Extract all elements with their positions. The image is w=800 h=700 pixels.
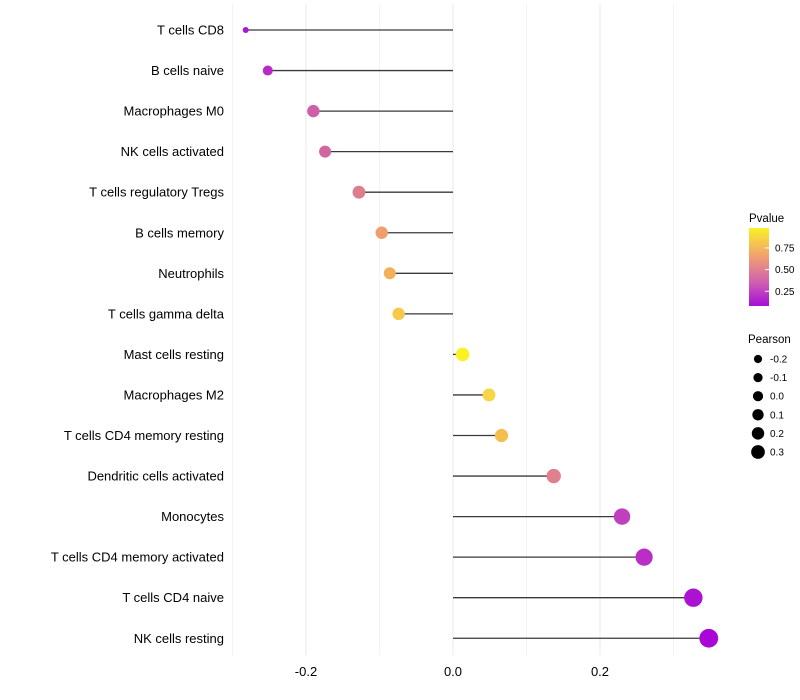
size-legend-key-label: 0.3 [770,448,784,459]
y-axis-label: NK cells activated [121,144,224,159]
size-legend-key-dot [753,354,763,364]
size-legend-title: Pearson [748,334,791,346]
y-axis-label: B cells naive [151,63,224,78]
size-legend-key-label: 0.1 [770,410,784,421]
x-axis-tick-label: 0.0 [444,664,462,679]
size-legend-key-label: -0.1 [770,373,788,384]
size-legend-key-dot [751,445,765,459]
y-axis-label: T cells gamma delta [108,306,225,321]
lollipop-point[interactable] [262,65,273,76]
size-legend: Pearson -0.2 -0.1 0.0 0.1 0.2 0.3 [748,334,791,459]
color-legend-title: Pvalue [749,213,784,225]
x-axis-tick-labels: -0.2 0.0 0.2 [295,664,609,679]
lollipop-point[interactable] [635,548,653,566]
size-legend-key-label: -0.2 [770,355,788,366]
lollipop-point[interactable] [455,347,470,362]
lollipop-points[interactable] [242,27,719,648]
gridlines-major [305,4,601,655]
color-legend-gradient-bar [749,228,769,306]
size-legend-keys: -0.2 -0.1 0.0 0.1 0.2 0.3 [751,355,788,459]
y-axis-label: Dendritic cells activated [87,469,224,484]
lollipop-segments [245,29,709,639]
size-legend-key-label: 0.2 [770,429,784,440]
x-axis-tick-label: -0.2 [295,664,317,679]
y-axis-label: Macrophages M0 [124,104,224,119]
lollipop-point[interactable] [375,226,388,239]
y-axis-label: T cells regulatory Tregs [89,185,224,200]
y-axis-label: Macrophages M2 [124,387,224,402]
y-axis-label: B cells memory [135,225,224,240]
y-axis-label: NK cells resting [134,631,224,646]
lollipop-point[interactable] [494,428,509,443]
y-axis-label: T cells CD4 memory activated [51,550,224,565]
lollipop-point[interactable] [684,588,703,607]
lollipop-point[interactable] [242,27,249,33]
y-axis-label: Neutrophils [158,266,224,281]
size-legend-key-dot [752,391,764,402]
lollipop-point[interactable] [383,267,396,280]
y-axis-label: T cells CD8 [157,23,224,38]
size-legend-key-label: 0.0 [770,392,784,403]
size-legend-key-dot [752,409,764,421]
x-axis-tick-label: 0.2 [591,664,609,679]
color-legend-tick-label: 0.50 [775,265,795,276]
y-axis-label: Mast cells resting [124,347,224,362]
color-legend-tick-label: 0.25 [775,287,795,298]
size-legend-key-dot [751,427,765,440]
color-legend-tick-label: 0.75 [775,243,795,254]
lollipop-point[interactable] [546,468,561,484]
y-axis-label: T cells CD4 memory resting [64,428,224,443]
y-axis-label: T cells CD4 naive [122,590,224,605]
color-legend: Pvalue 0.75 0.50 0.25 [749,213,795,306]
lollipop-point[interactable] [352,185,366,199]
lollipop-point[interactable] [613,508,631,525]
size-legend-key-dot [753,373,763,383]
lollipop-point[interactable] [699,628,719,648]
gridlines-minor [232,4,674,655]
y-axis-label: Monocytes [161,509,224,524]
lollipop-point[interactable] [392,307,405,321]
lollipop-point[interactable] [319,145,332,158]
lollipop-point[interactable] [482,388,496,402]
y-axis-category-labels: T cells CD8 B cells naive Macrophages M0 NK… [51,23,225,646]
color-legend-ticks: 0.75 0.50 0.25 [765,243,795,298]
lollipop-point[interactable] [307,104,320,118]
